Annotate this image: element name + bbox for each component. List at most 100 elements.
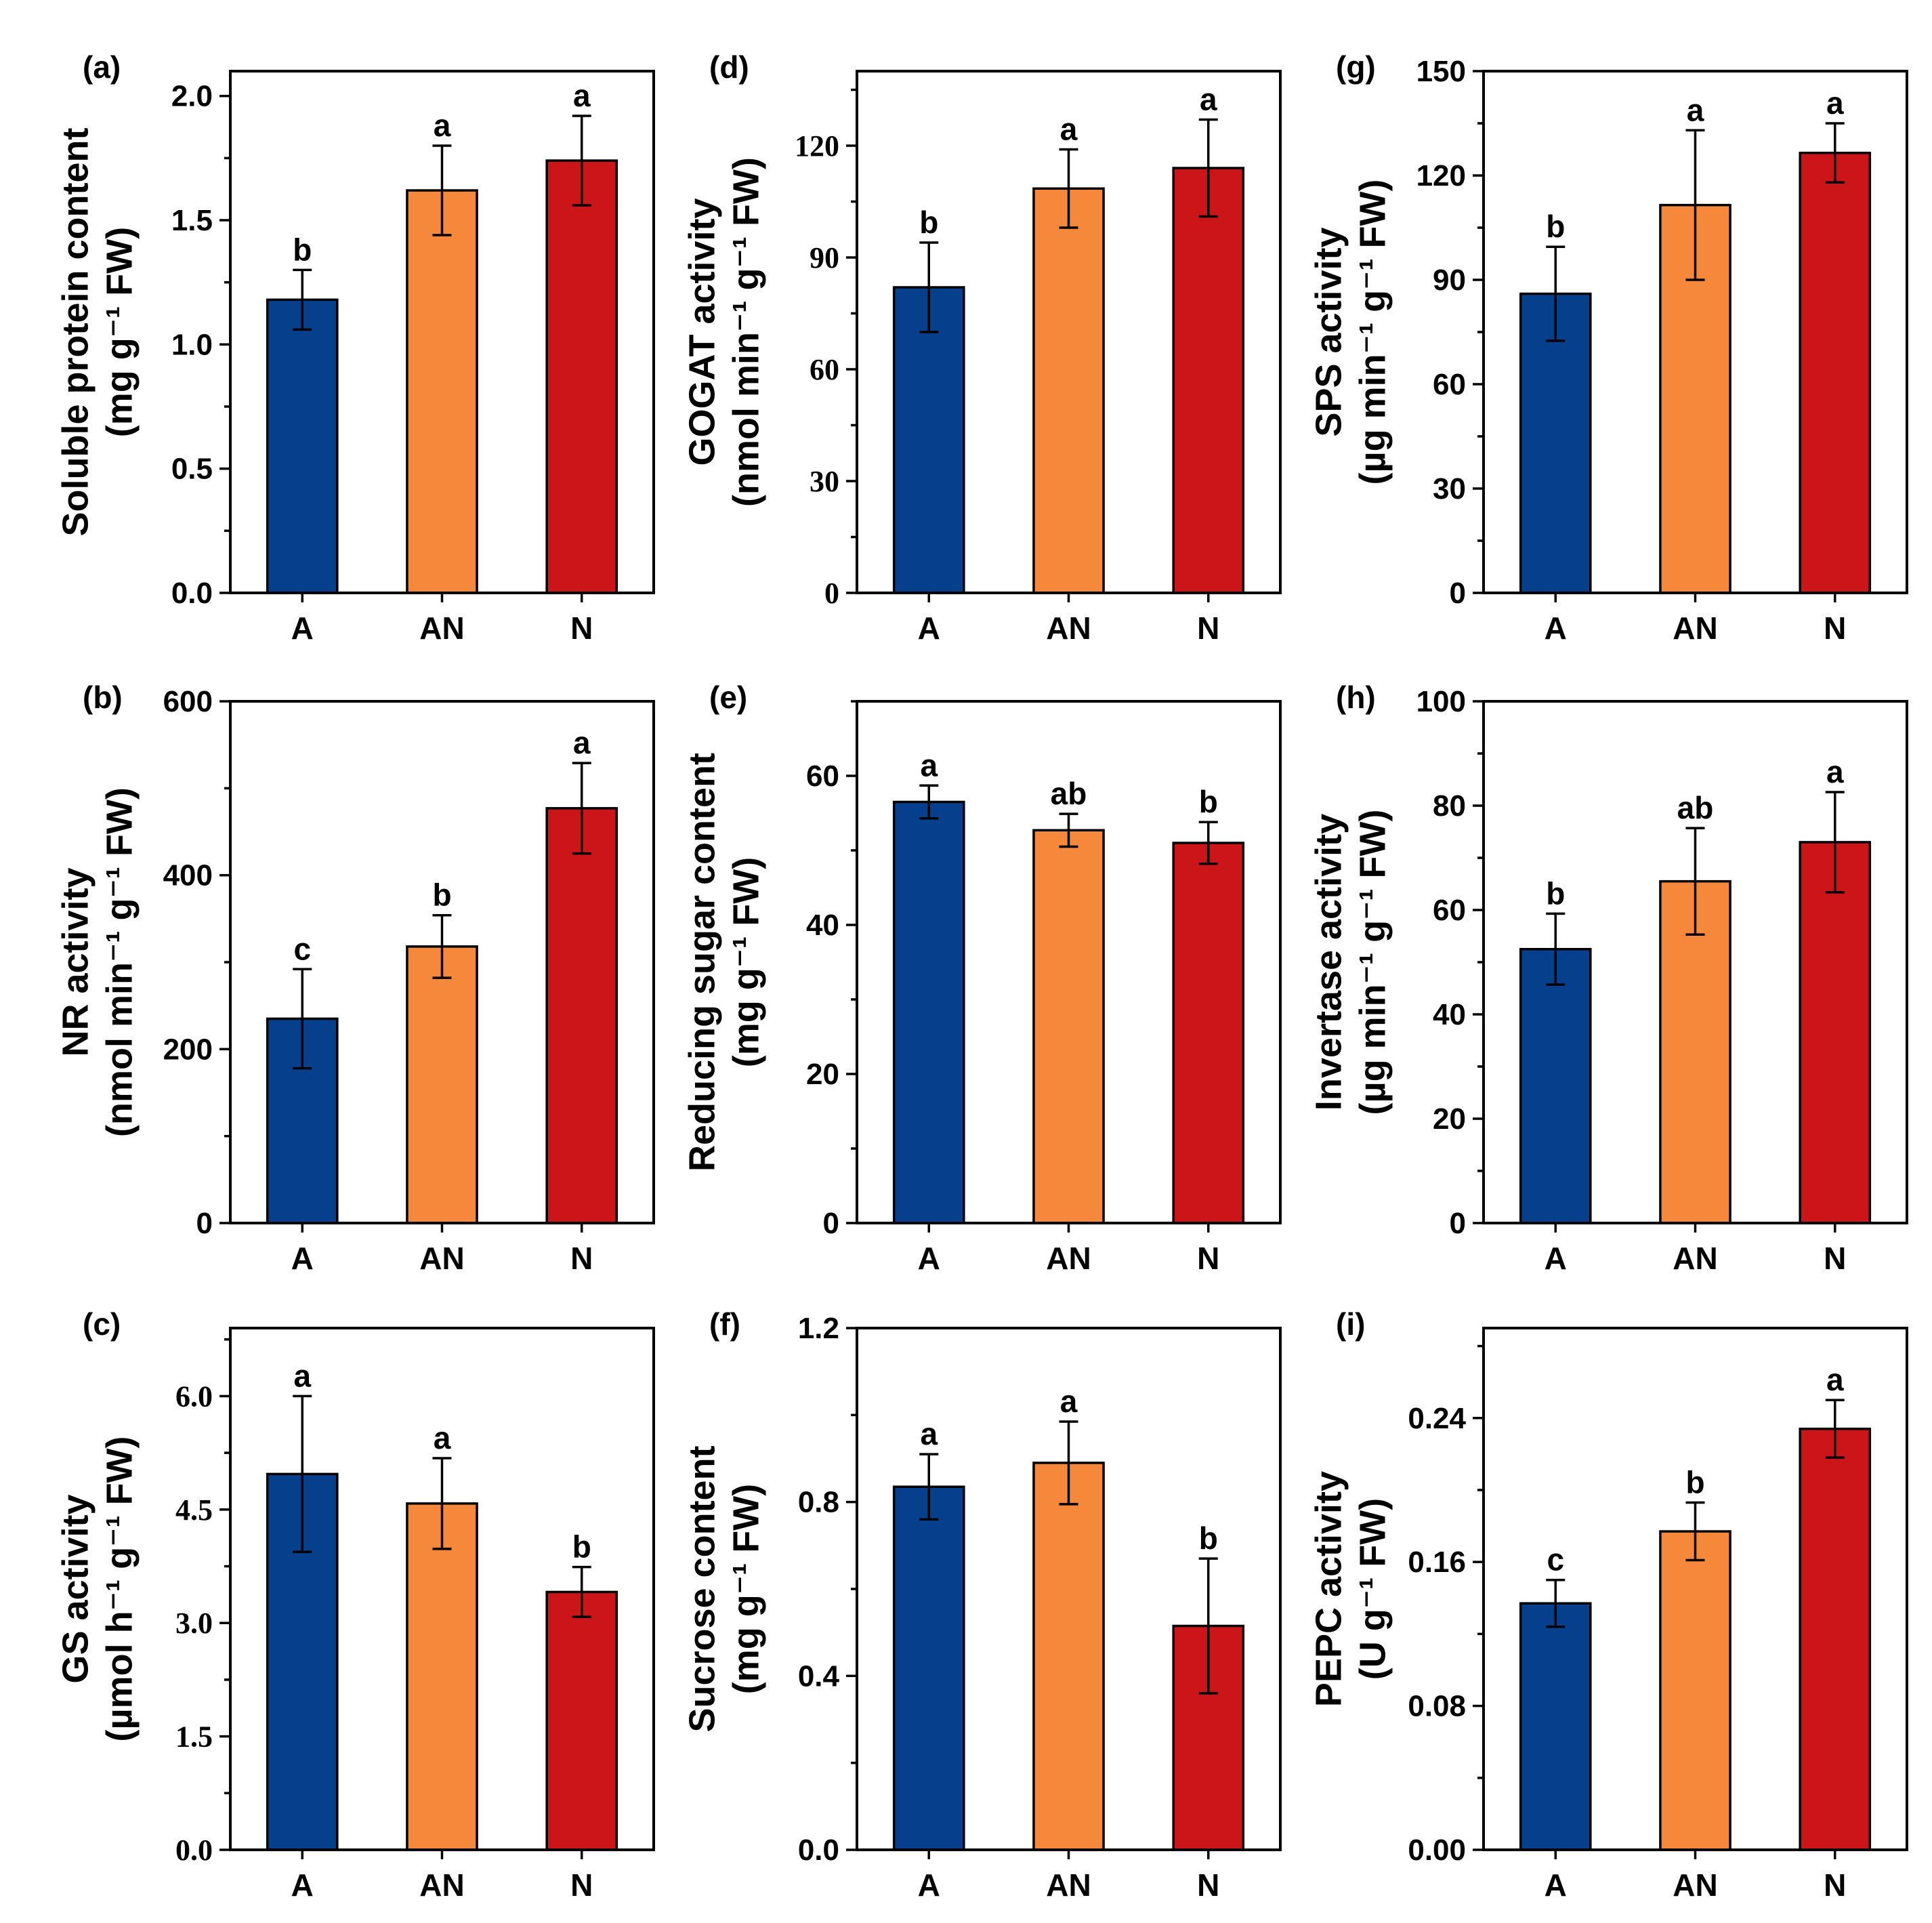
bar-a-n [545,159,618,594]
error-bar-d-an [1059,148,1078,229]
significance-label: a [434,108,451,143]
error-bar-a-a [293,268,312,331]
panel-label: (b) [83,680,123,715]
x-tick-label: N [1197,1241,1219,1276]
panel-h: b Aab AN a N 0 20 40 60 80 100 (h) Invertase activit… [1308,680,1908,1276]
bar-a-a [266,298,339,594]
significance-label: a [920,747,938,783]
bar-d-an [1032,187,1105,594]
significance-label: a [1826,85,1844,121]
y-tick-label: 90 [1433,264,1466,297]
x-tick-label: A [1545,1241,1567,1276]
panel-f: a Aa AN b N 0.0 0.4 0.8 1.2 (f) Sucrose content (mg… [681,1306,1282,1903]
y-axis-unit: (nmol min⁻¹ g⁻¹ FW) [99,787,140,1137]
x-tick-label: N [570,1867,593,1903]
significance-label: b [919,205,938,240]
x-tick-label: N [1824,1241,1846,1276]
panel-label: (d) [709,49,749,85]
y-tick-label: 1.2 [798,1312,839,1345]
y-tick-label: 120 [795,129,839,163]
error-bar-g-n [1825,122,1845,184]
bar-a-an [406,189,478,594]
x-tick-label: N [1824,1867,1846,1903]
significance-label: b [572,1529,591,1565]
error-bar-f-an [1059,1420,1078,1506]
significance-label: ab [1677,790,1714,825]
panel-d: b Aa AN a N 0 30 60 90 120 (d) GOGAT activity (nmol … [681,49,1282,646]
bar-e-an [1032,829,1105,1224]
error-bar-h-n [1825,791,1845,894]
error-bar-h-an [1685,827,1705,936]
panel-label: (g) [1336,49,1376,85]
y-tick-label: 0.0 [171,577,213,610]
y-tick-label: 20 [806,1058,839,1091]
bar-e-a [892,800,965,1224]
x-tick-label: A [291,1241,314,1276]
panel-b: c Ab AN a N 0 200 400 600 (b) NR activity (nmol min… [55,680,655,1276]
bar-d-n [1172,167,1245,594]
y-tick-label: 100 [1416,685,1466,718]
error-bar-c-n [572,1565,591,1619]
error-bar-g-a [1546,245,1566,342]
x-tick-label: N [570,611,593,646]
y-tick-label: 90 [810,241,839,274]
x-tick-label: AN [1046,1241,1091,1276]
y-tick-label: 0.8 [798,1486,839,1519]
x-tick-label: AN [1046,611,1091,646]
bar-d-a [892,286,965,594]
y-tick-label: 4.5 [175,1493,213,1527]
error-bar-h-a [1546,912,1566,986]
bar-f-a [892,1485,965,1851]
significance-label: b [293,232,312,267]
y-tick-label: 0 [1450,577,1466,610]
error-bar-f-n [1198,1557,1218,1695]
y-tick-label: 120 [1416,159,1466,192]
x-tick-label: AN [1673,1867,1717,1903]
x-tick-label: N [1197,611,1219,646]
error-bar-i-an [1685,1501,1705,1562]
bar-b-n [545,807,618,1224]
panel-g: b Aa AN a N 0 30 60 90 120 150 (g) SPS activity (µg m… [1308,49,1908,646]
y-axis-title: Reducing sugar content [681,753,722,1172]
y-tick-label: 1.0 [171,328,213,361]
y-axis-unit: (mg g⁻¹ FW) [726,1484,766,1694]
y-tick-label: 30 [1433,472,1466,505]
error-bar-b-a [293,968,312,1070]
significance-label: a [1060,1384,1078,1419]
y-tick-label: 80 [1433,789,1466,823]
y-tick-label: 0 [823,1207,839,1240]
significance-label: c [293,931,311,966]
y-axis-title: PEPC activity [1308,1471,1349,1707]
y-tick-label: 60 [1433,368,1466,401]
bar-h-a [1519,948,1592,1224]
y-axis-unit: (nmol min⁻¹ g⁻¹ FW) [726,157,766,507]
y-tick-label: 0.16 [1408,1546,1466,1579]
panel-a: b Aa AN a N 0.0 0.5 1.0 1.5 2.0 (a) Soluble protein… [55,49,655,646]
y-tick-label: 20 [1433,1102,1466,1136]
y-axis-title: GS activity [55,1494,96,1683]
y-tick-label: 30 [810,465,839,498]
y-tick-label: 200 [163,1033,213,1066]
y-tick-label: 6.0 [175,1380,213,1413]
significance-label: b [1546,209,1565,244]
x-tick-label: A [291,1867,314,1903]
bar-i-an [1659,1530,1731,1851]
y-tick-label: 600 [163,685,213,718]
significance-label: a [920,1416,938,1451]
x-tick-label: N [1197,1867,1219,1903]
y-tick-label: 150 [1416,55,1466,88]
bar-e-n [1172,842,1245,1224]
y-tick-label: 0.4 [798,1659,840,1693]
y-tick-label: 0.0 [175,1834,213,1867]
y-tick-label: 60 [806,760,839,793]
error-bar-e-an [1059,812,1078,848]
bar-i-n [1799,1427,1872,1851]
error-bar-b-n [572,762,591,855]
bar-c-n [545,1590,618,1851]
x-tick-label: N [570,1241,593,1276]
significance-label: a [1826,1362,1844,1397]
y-tick-label: 0.00 [1408,1834,1466,1867]
panel-label: (f) [709,1306,740,1342]
error-bar-d-a [919,241,939,333]
x-tick-label: AN [419,611,464,646]
